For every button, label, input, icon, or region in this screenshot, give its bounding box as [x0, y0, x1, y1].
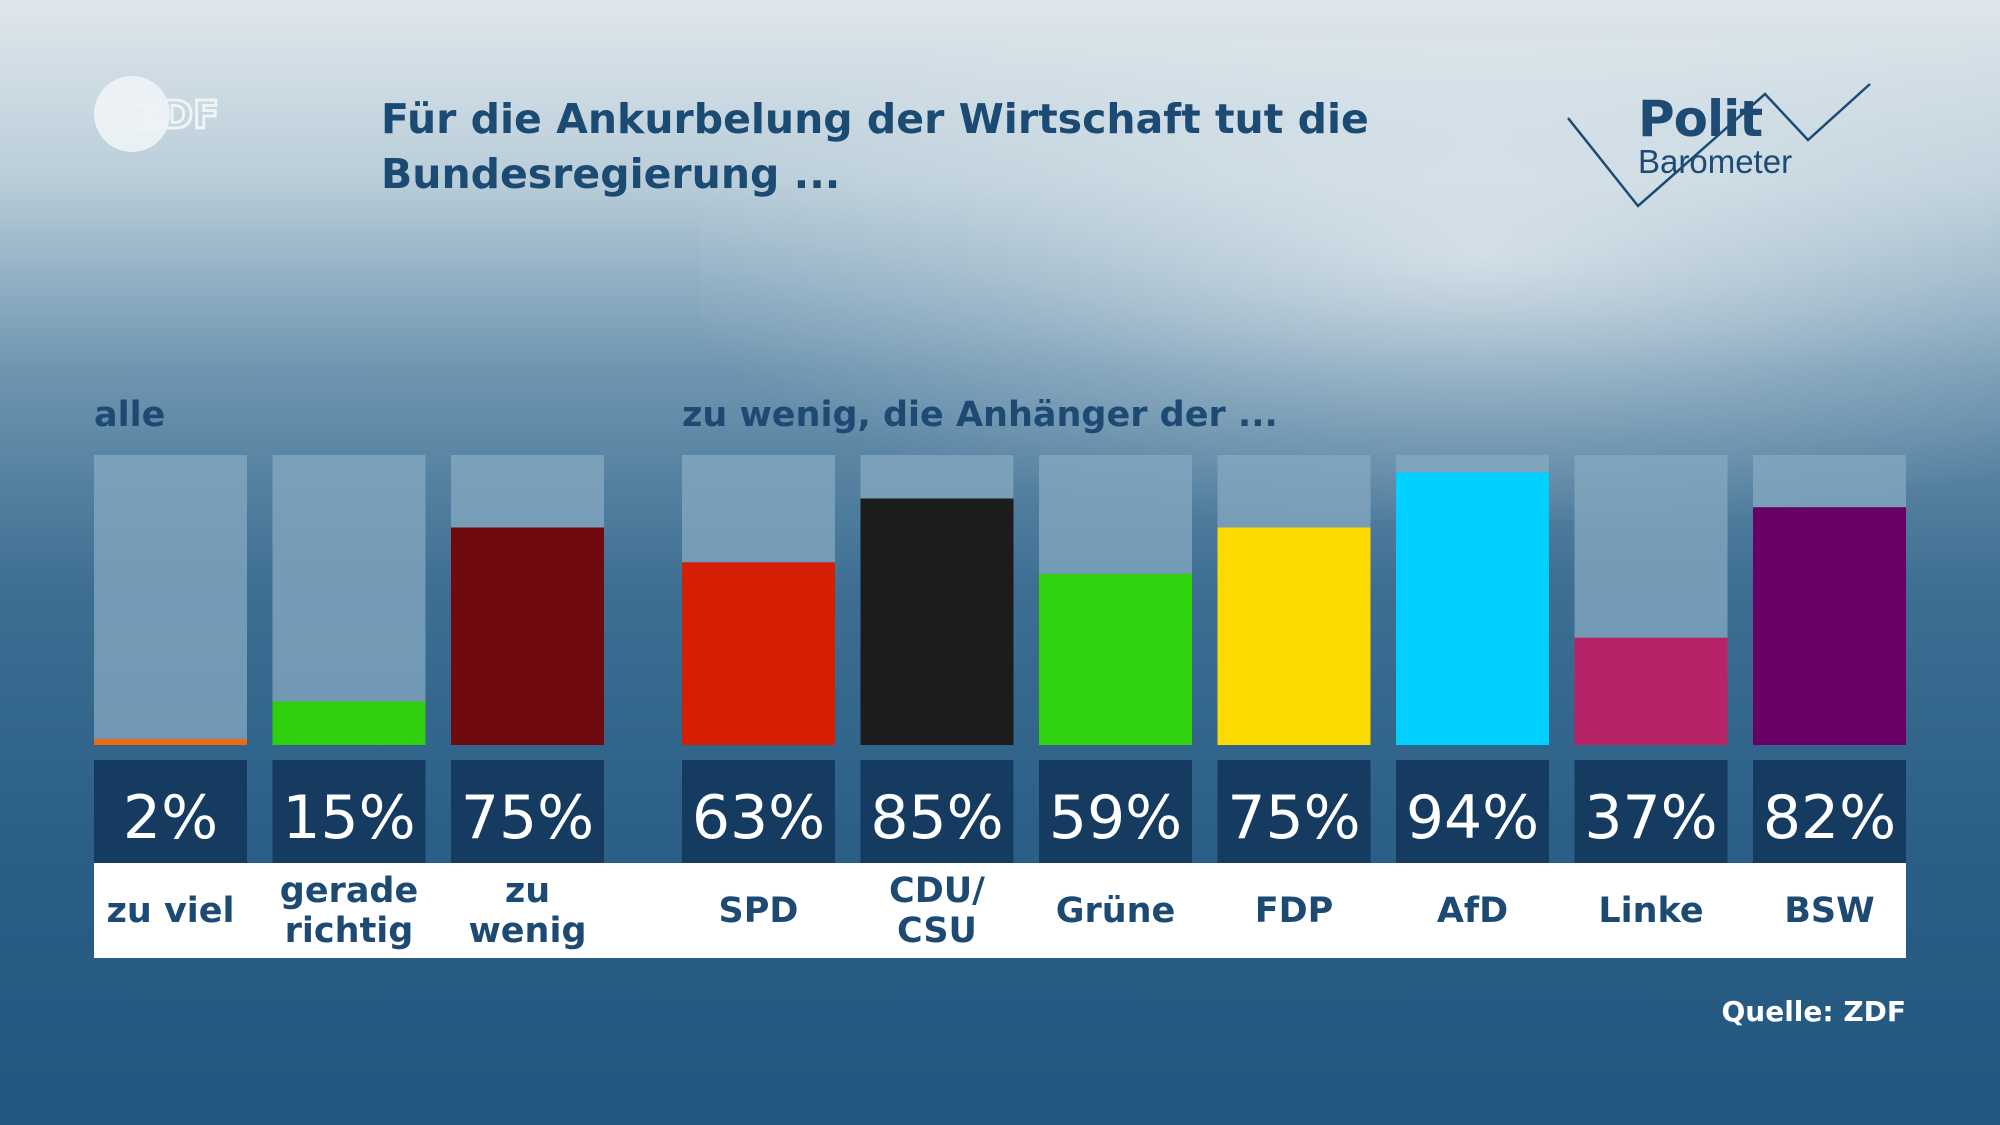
value-box: [1396, 760, 1549, 863]
value-label: 15%: [282, 783, 415, 853]
zdf-logo: ZDF: [94, 74, 234, 154]
category-label: gerade richtig: [279, 870, 419, 951]
category-label: BSW: [1784, 890, 1875, 931]
value-box: [1753, 760, 1906, 863]
bar-track: [94, 455, 247, 745]
value-box: [451, 760, 604, 863]
value-label: 63%: [692, 783, 825, 853]
category-label: Linke: [1598, 890, 1704, 931]
value-label: 75%: [1227, 783, 1360, 853]
bar-linke: [1574, 637, 1728, 745]
value-label: 2%: [123, 783, 218, 853]
value-label: 85%: [870, 783, 1003, 853]
value-box: [860, 760, 1014, 863]
bar-zu-viel: [94, 739, 247, 745]
category-label: SPD: [718, 890, 799, 931]
source-note: Quelle: ZDF: [1721, 995, 1906, 1028]
group-label-alle: alle: [94, 395, 166, 435]
category-label: CDU/ CSU: [889, 870, 985, 951]
value-label: 37%: [1584, 783, 1717, 853]
bar-zu-wenig: [451, 527, 604, 745]
category-label: zu wenig: [468, 870, 587, 951]
value-label: 82%: [1763, 783, 1896, 853]
category-label: zu viel: [106, 890, 235, 931]
zdf-logo-text: ZDF: [134, 93, 219, 137]
category-label: FDP: [1254, 890, 1334, 931]
bar-spd: [682, 562, 835, 745]
value-label: 75%: [461, 783, 594, 853]
bar-gerade-richtig: [272, 701, 426, 745]
bar-track: [272, 455, 426, 745]
category-label-strip: [94, 863, 1906, 958]
value-label: 94%: [1406, 783, 1539, 853]
bar-bsw: [1753, 507, 1906, 745]
chart-title: Für die Ankurbelung der Wirtschaft tut d…: [381, 95, 1369, 198]
value-box: [94, 760, 247, 863]
bar-fdp: [1217, 527, 1371, 745]
value-box: [1574, 760, 1728, 863]
bar-grüne: [1039, 573, 1192, 745]
bar-cdu-csu: [860, 498, 1014, 745]
politbarometer-subtitle: Barometer: [1638, 143, 1793, 180]
value-box: [272, 760, 426, 863]
category-label: Grüne: [1055, 890, 1176, 931]
politbarometer-title: Polit: [1638, 90, 1763, 148]
politbarometer-logo: Polit Barometer: [1560, 76, 1880, 216]
value-box: [1039, 760, 1192, 863]
category-label: AfD: [1436, 890, 1509, 931]
value-label: 59%: [1049, 783, 1182, 853]
value-box: [1217, 760, 1371, 863]
bar-afd: [1396, 472, 1549, 745]
group-label-parties: zu wenig, die Anhänger der ...: [682, 395, 1278, 435]
value-box: [682, 760, 835, 863]
